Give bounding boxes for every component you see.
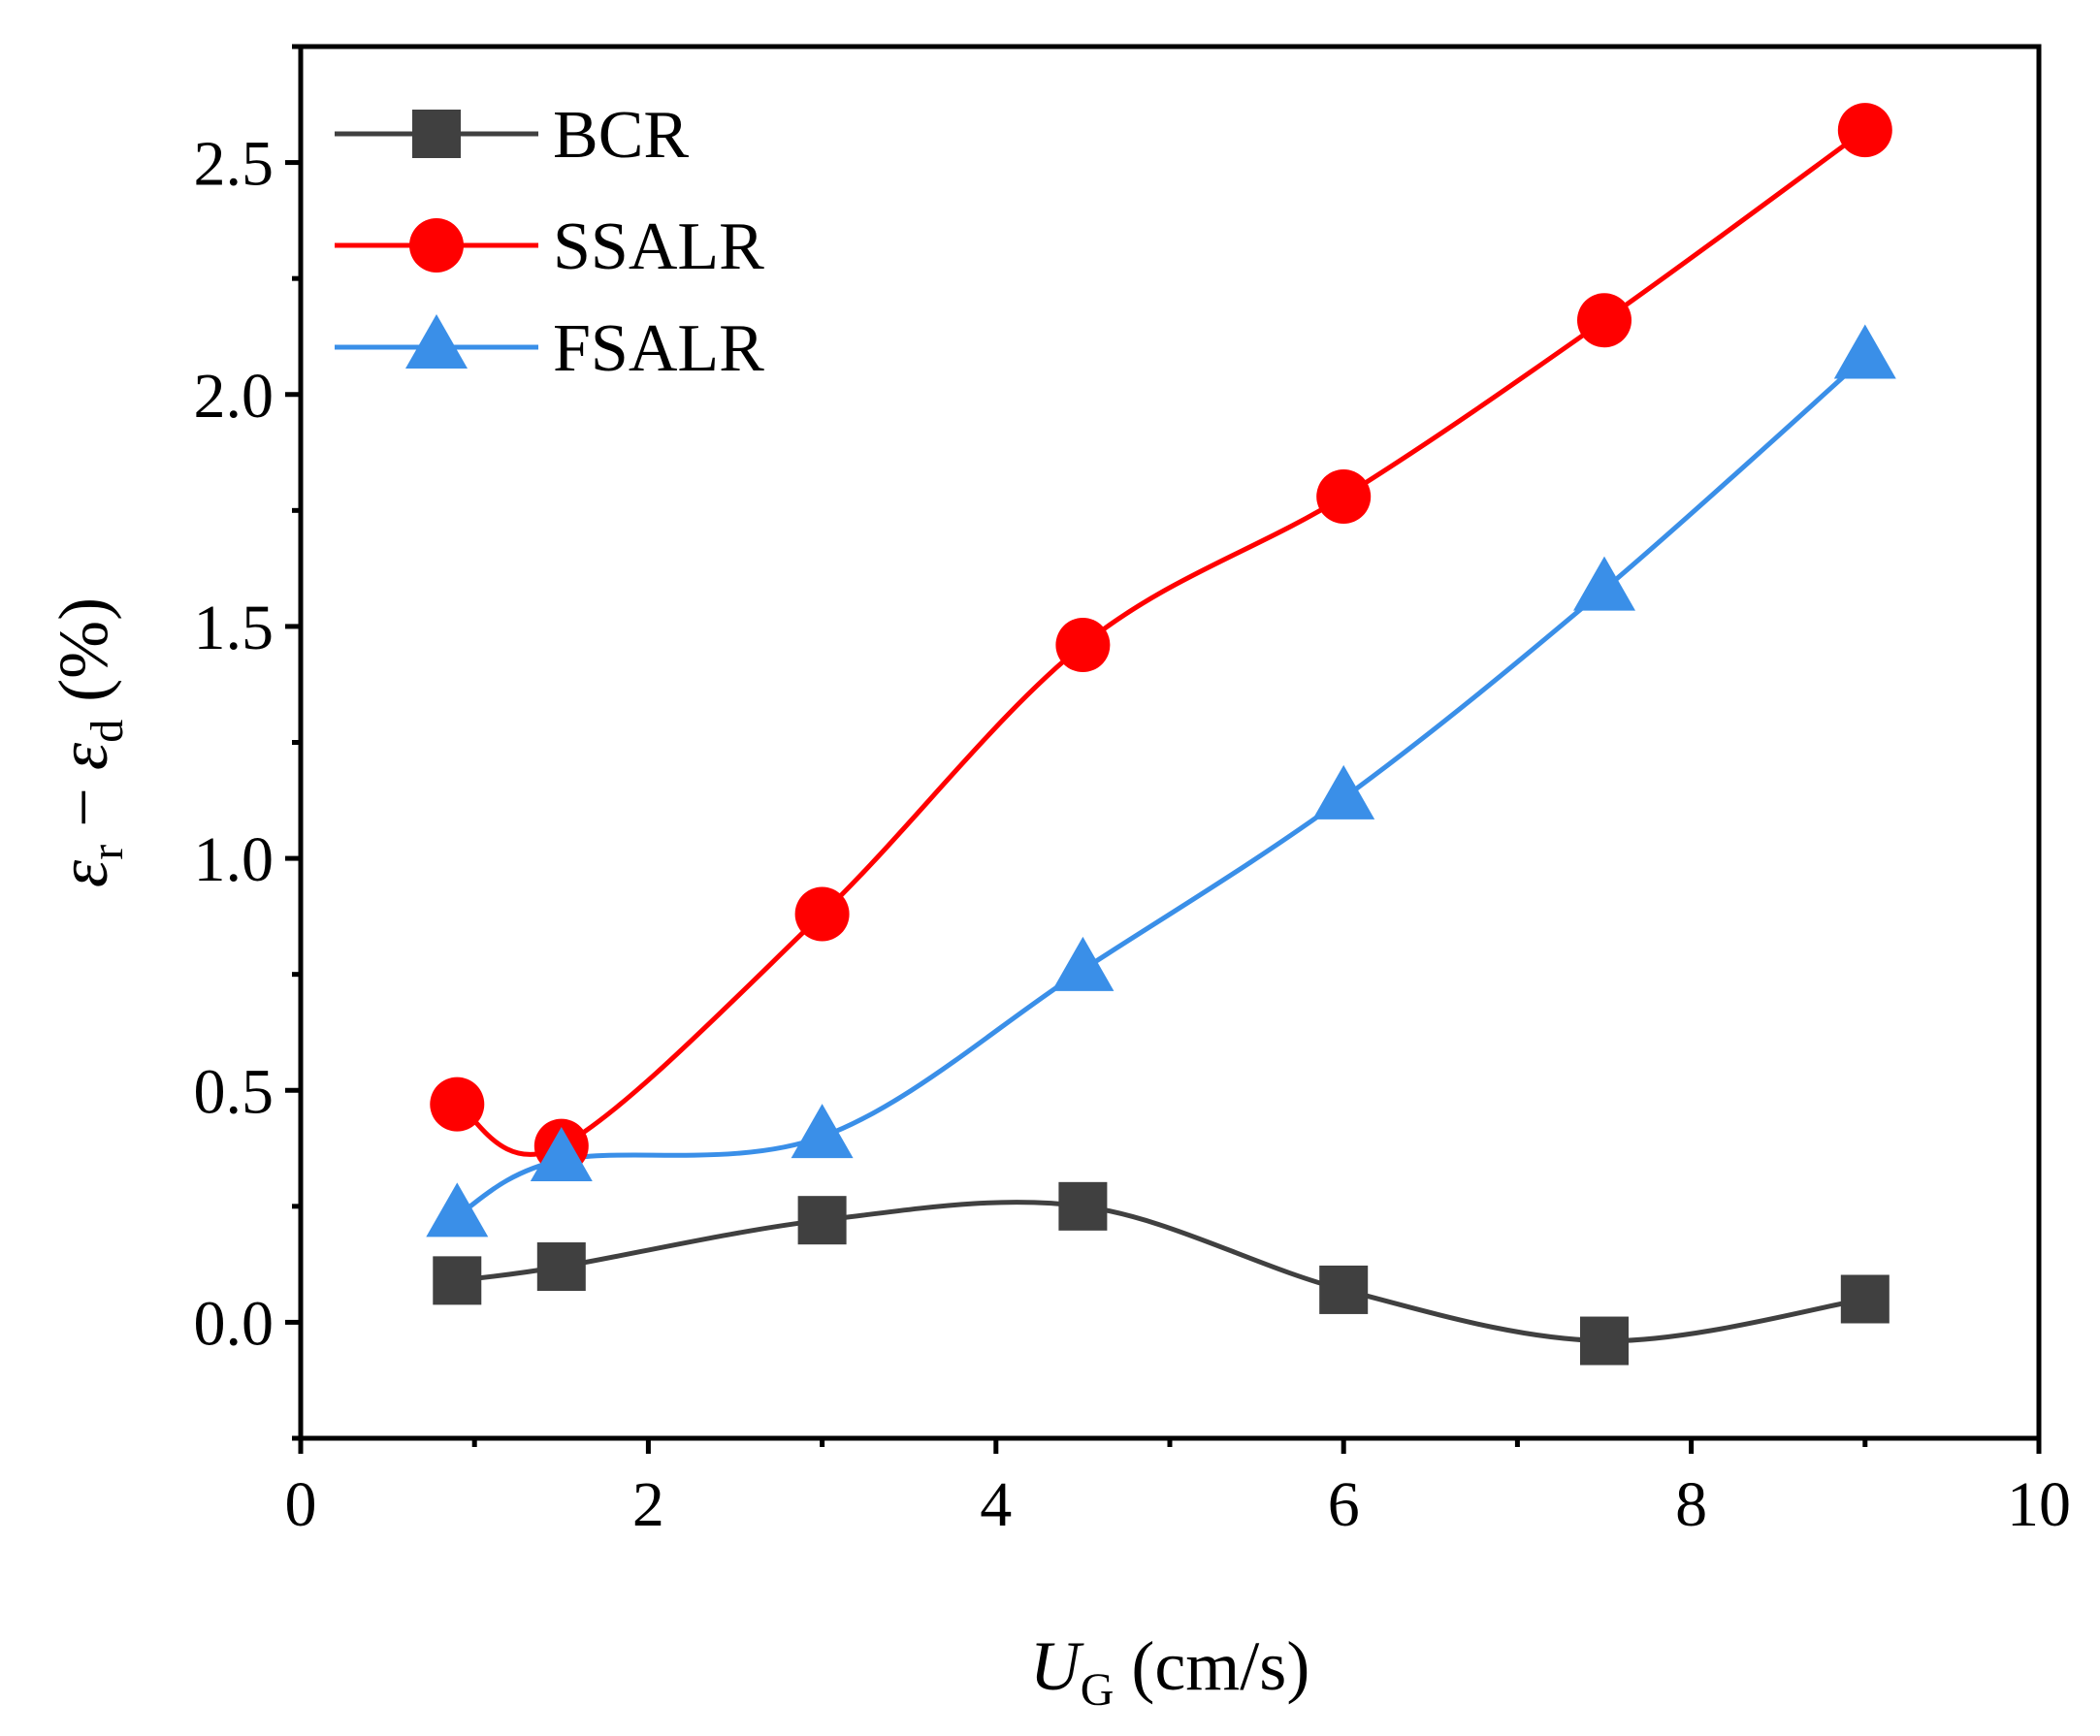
x-tick-label: 2 (632, 1469, 664, 1540)
legend-marker-ssalr (409, 218, 464, 273)
y-axis-label: εr − εd (%) (45, 597, 133, 887)
data-point-ssalr (1316, 468, 1372, 524)
data-point-ssalr (1577, 293, 1632, 348)
data-point-bcr (536, 1242, 586, 1292)
y-tick-label: 1.5 (194, 593, 275, 663)
data-point-fsalr (1833, 324, 1896, 379)
legend-marker-fsalr (405, 314, 468, 369)
x-axis-label: UG (cm/s) (1030, 1627, 1310, 1716)
y-tick-label: 2.0 (194, 361, 275, 432)
legend: BCR SSALR FSALR (335, 98, 764, 386)
series-markers (426, 103, 1896, 1366)
data-point-fsalr (1312, 764, 1375, 820)
x-tick-label: 4 (980, 1469, 1012, 1540)
data-point-fsalr (530, 1127, 593, 1181)
data-point-fsalr (791, 1104, 854, 1159)
y-tick-label: 0.5 (194, 1056, 275, 1127)
y-tick-label: 0.0 (194, 1288, 275, 1359)
data-point-bcr (1580, 1316, 1629, 1366)
axis-tick-labels: 0 2 4 6 8 10 0.0 0.5 1.0 1.5 2.0 2.5 (194, 129, 2072, 1540)
x-tick-label: 0 (285, 1469, 317, 1540)
data-point-ssalr (1837, 103, 1892, 158)
y-tick-label: 1.0 (194, 824, 275, 895)
legend-label-fsalr: FSALR (553, 311, 764, 386)
legend-marker-bcr (412, 110, 461, 158)
data-point-bcr (1840, 1274, 1890, 1324)
x-tick-label: 10 (2007, 1469, 2071, 1540)
data-point-bcr (797, 1196, 847, 1245)
data-point-bcr (1058, 1181, 1108, 1231)
data-point-fsalr (1573, 556, 1635, 611)
axis-ticks (285, 44, 2042, 1454)
data-point-bcr (1319, 1265, 1369, 1314)
y-tick-label: 2.5 (194, 129, 275, 200)
x-tick-label: 6 (1328, 1469, 1360, 1540)
legend-label-bcr: BCR (553, 98, 689, 173)
data-point-ssalr (794, 886, 850, 942)
data-point-ssalr (1055, 618, 1111, 673)
data-point-fsalr (426, 1182, 489, 1238)
data-point-ssalr (430, 1077, 485, 1132)
data-point-bcr (433, 1256, 482, 1305)
data-point-fsalr (1051, 936, 1115, 991)
legend-label-ssalr: SSALR (553, 209, 764, 284)
x-tick-label: 8 (1675, 1469, 1707, 1540)
